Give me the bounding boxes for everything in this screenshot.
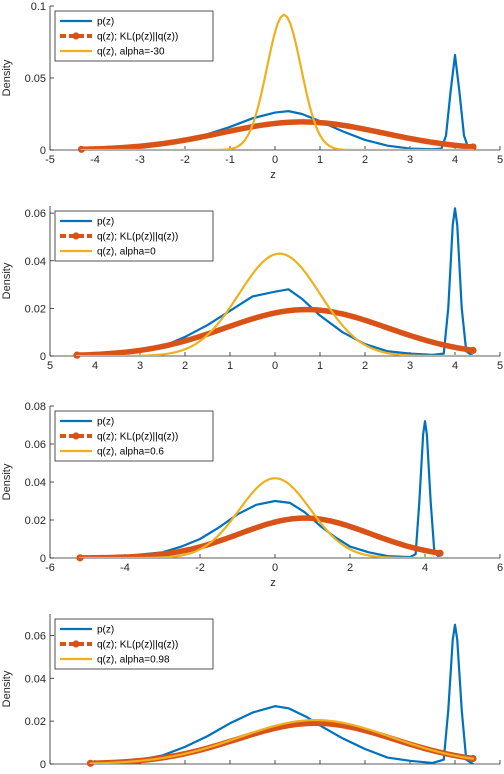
y-tick-label: 0.02	[25, 303, 46, 315]
y-tick-label: 0	[40, 553, 46, 565]
legend-marker	[72, 432, 80, 440]
x-axis-label: z	[270, 169, 276, 181]
x-tick-label: 2	[347, 562, 353, 574]
y-tick-label: 0.06	[25, 630, 46, 642]
chart-panel-3: -6 -4 -2 0 2 4 6 0 0.02 0.04 0.06 0.08 z Density p(z) q…	[1, 401, 503, 589]
x-tick-label: 2	[362, 360, 368, 372]
legend-entry-q-kl: q(z); KL(p(z)||q(z))	[97, 432, 178, 443]
x-tick-label: -2	[180, 154, 190, 166]
series-line-q-kl	[74, 306, 476, 356]
legend-entry-p: p(z)	[97, 417, 114, 428]
y-axis-label: Density	[1, 463, 13, 500]
y-axis-label: Density	[1, 59, 13, 96]
x-axis-label: z	[270, 577, 276, 589]
series-line-p	[84, 53, 475, 150]
legend-entry-q-kl: q(z); KL(p(z)||q(z))	[97, 640, 178, 651]
series-line-p	[89, 623, 475, 764]
x-tick-label: 4	[422, 562, 428, 574]
legend-entry-q-kl: q(z); KL(p(z)||q(z))	[97, 232, 178, 243]
x-tick-label: -2	[195, 562, 205, 574]
x-tick-label: -4	[90, 154, 100, 166]
legend-marker	[72, 232, 80, 240]
legend: p(z) q(z); KL(p(z)||q(z)) q(z), alpha=0	[54, 210, 214, 262]
series-line-q-kl	[78, 119, 476, 150]
series-line-q-alpha	[89, 718, 475, 764]
y-tick-label: 0	[40, 759, 46, 771]
y-axis-label: Density	[1, 670, 13, 707]
x-tick-label: 0	[272, 154, 278, 166]
x-tick-label: 1	[317, 154, 323, 166]
x-tick-label: 1	[317, 360, 323, 372]
x-tick-label: -5	[45, 154, 55, 166]
y-tick-label: 0.06	[25, 439, 46, 451]
y-tick-label: 0	[40, 145, 46, 157]
legend-entry-q-alpha: q(z), alpha=0.98	[97, 655, 170, 666]
series-line-q-kl	[87, 720, 476, 764]
x-tick-label: 5	[497, 154, 503, 166]
x-tick-label: 0	[272, 360, 278, 372]
x-tick-label: 5	[47, 360, 53, 372]
series-line-p	[78, 420, 442, 558]
series-end-marker	[436, 549, 444, 557]
legend-entry-q-kl: q(z); KL(p(z)||q(z))	[97, 32, 178, 43]
series-end-marker	[469, 143, 477, 151]
y-tick-label: 0.06	[25, 208, 46, 220]
chart-panel-1: -5 -4 -3 -2 -1 0 1 2 3 4 5 0 0.05 0.1 z Density p(z) q(z)…	[1, 1, 503, 181]
y-tick-label: 0.04	[25, 673, 46, 685]
y-tick-label: 0.04	[25, 256, 46, 268]
x-tick-label: -1	[225, 154, 235, 166]
y-tick-label: 0.04	[25, 477, 46, 489]
x-tick-label: 1	[227, 360, 233, 372]
y-tick-label: 0	[40, 351, 46, 363]
legend: p(z) q(z); KL(p(z)||q(z)) q(z), alpha=0.6	[54, 410, 214, 462]
series-end-marker	[469, 346, 477, 354]
legend: p(z) q(z); KL(p(z)||q(z)) q(z), alpha=0.98	[54, 618, 214, 670]
y-tick-label: 0.1	[31, 1, 46, 13]
x-tick-label: -3	[135, 154, 145, 166]
legend-entry-q-alpha: q(z), alpha=0	[97, 247, 156, 258]
series-line-q-alpha	[78, 477, 442, 558]
x-tick-label: -4	[120, 562, 130, 574]
legend-entry-q-alpha: q(z), alpha=0.6	[97, 447, 164, 458]
y-tick-label: 0.08	[25, 401, 46, 413]
y-tick-label: 0.02	[25, 515, 46, 527]
legend-entry-p: p(z)	[97, 17, 114, 28]
x-tick-label: 2	[362, 154, 368, 166]
legend-entry-p: p(z)	[97, 217, 114, 228]
x-tick-label: 0	[272, 562, 278, 574]
x-tick-label: 6	[497, 562, 503, 574]
series-line-q-alpha	[80, 13, 475, 150]
x-tick-label: 3	[137, 360, 143, 372]
series-line-q-kl	[77, 515, 443, 558]
x-tick-label: 3	[407, 360, 413, 372]
x-tick-label: 3	[407, 154, 413, 166]
legend-entry-q-alpha: q(z), alpha=-30	[97, 47, 165, 58]
x-tick-label: -6	[45, 562, 55, 574]
legend-marker	[72, 32, 80, 40]
chart-panel-4: 0 0.02 0.04 0.06 Density p(z) q(z); KL(p(z)||q…	[1, 614, 501, 771]
chart-panel-2: 5 4 3 2 1 0 1 2 3 4 500.020.040.06Densityp(z)q(z);…	[1, 206, 503, 372]
x-tick-label: 4	[452, 360, 458, 372]
legend-entry-p: p(z)	[97, 625, 114, 636]
series-line-p	[75, 207, 475, 356]
x-tick-label: 5	[497, 360, 503, 372]
y-axis-label: Density	[1, 262, 13, 299]
x-tick-label: 4	[92, 360, 98, 372]
y-tick-label: 0.05	[25, 73, 46, 85]
legend-marker	[72, 640, 80, 648]
legend: p(z) q(z); KL(p(z)||q(z)) q(z), alpha=-30	[54, 10, 214, 62]
x-tick-label: 4	[452, 154, 458, 166]
x-tick-label: 2	[182, 360, 188, 372]
y-tick-label: 0.02	[25, 716, 46, 728]
series-line-q-alpha	[75, 252, 475, 356]
